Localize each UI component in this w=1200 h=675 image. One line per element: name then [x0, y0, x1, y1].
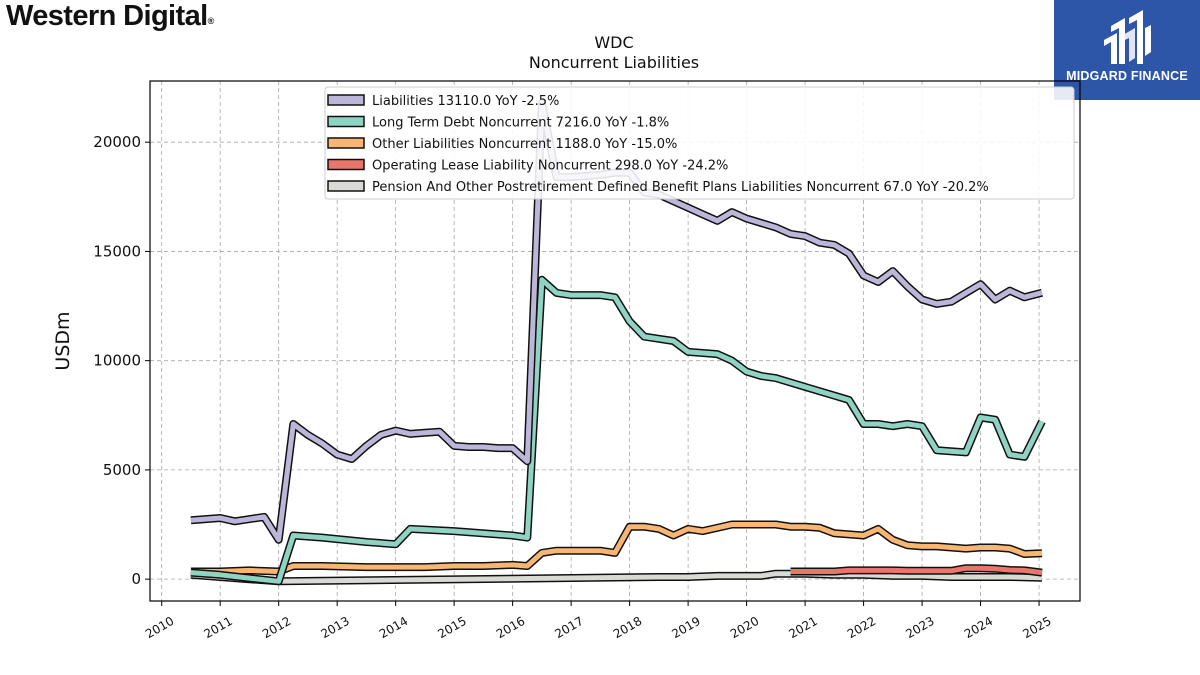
y-tick-label: 5000 — [103, 461, 141, 479]
x-tick-label: 2014 — [377, 614, 410, 641]
chart-subtitle: Noncurrent Liabilities — [529, 53, 699, 72]
y-tick-label: 0 — [131, 570, 141, 588]
x-tick-label: 2018 — [611, 614, 644, 641]
x-tick-label: 2021 — [786, 614, 819, 641]
x-tick-label: 2025 — [1020, 614, 1053, 641]
y-tick-label: 15000 — [93, 242, 141, 260]
brand-registered-mark: ® — [207, 16, 215, 26]
western-digital-logo: Western Digital® — [6, 0, 214, 33]
legend-label: Long Term Debt Noncurrent 7216.0 YoY -1.… — [372, 116, 669, 131]
legend-label: Other Liabilities Noncurrent 1188.0 YoY … — [372, 137, 677, 152]
legend-swatch — [327, 180, 365, 192]
x-tick-label: 2024 — [962, 614, 995, 641]
chart-title: WDC — [594, 33, 633, 52]
plot-frame — [149, 80, 1081, 602]
y-axis-label: USDm — [52, 311, 74, 370]
x-tick-label: 2023 — [903, 614, 936, 641]
x-tick-label: 2019 — [669, 614, 702, 641]
series-line — [790, 565, 1043, 576]
series-line — [190, 277, 1045, 584]
brand-name: Western Digital — [6, 0, 208, 32]
legend-label: Pension And Other Postretirement Defined… — [372, 180, 989, 195]
x-tick-label: 2015 — [435, 614, 468, 641]
x-tick-label: 2011 — [201, 614, 234, 641]
x-tick-label: 2022 — [845, 614, 878, 641]
x-axis: 2010 2011 2012 2013 2014 2015 2016 2017 2018 2019… — [143, 601, 1054, 641]
midgard-finance-logo: MIDGARD FINANCE — [1054, 0, 1200, 100]
legend-swatch — [327, 158, 365, 171]
x-tick-label: 2010 — [143, 614, 176, 641]
legend-label: Operating Lease Liability Noncurrent 298… — [372, 159, 728, 174]
legend: Liabilities 13110.0 YoY -2.5% Long Term D… — [324, 86, 1075, 200]
watermark-text: MIDGARD FINANCE — [1066, 69, 1188, 83]
x-tick-label: 2012 — [260, 614, 293, 641]
series-line — [190, 522, 1043, 574]
y-tick-label: 10000 — [93, 352, 141, 370]
legend-swatch — [327, 94, 365, 106]
x-tick-label: 2016 — [494, 614, 527, 641]
legend-box — [324, 86, 1075, 200]
x-tick-label: 2017 — [552, 614, 585, 641]
x-tick-label: 2020 — [728, 614, 761, 641]
legend-label: Liabilities 13110.0 YoY -2.5% — [372, 94, 559, 109]
series-lines — [190, 98, 1046, 586]
legend-swatch — [327, 115, 365, 128]
midgard-emblem-icon — [1104, 10, 1151, 64]
y-tick-label: 20000 — [93, 133, 141, 151]
legend-swatch — [327, 137, 365, 149]
y-axis: 0 5000 10000 15000 20000 — [93, 133, 150, 588]
x-tick-label: 2013 — [318, 614, 351, 641]
